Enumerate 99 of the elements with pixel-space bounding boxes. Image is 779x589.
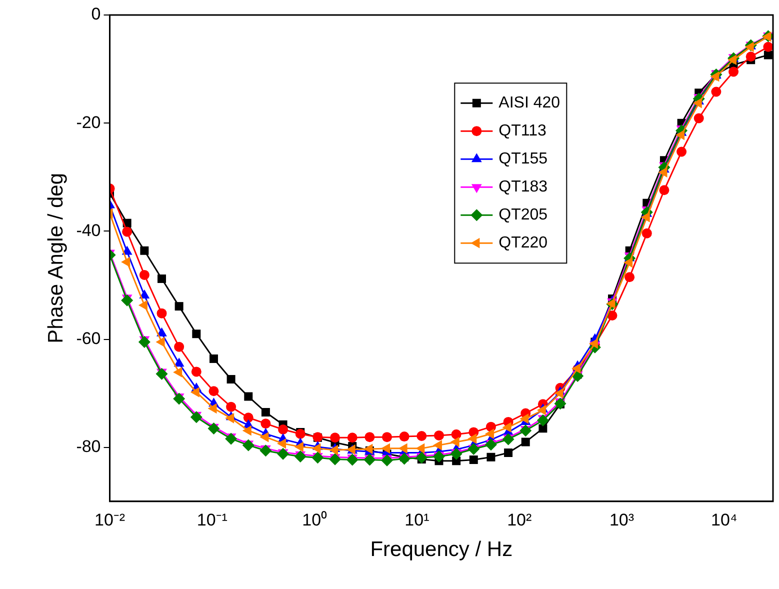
point (156, 308, 167, 318)
point (554, 388, 564, 399)
y-tick-label: -40 (76, 220, 101, 240)
point (398, 443, 408, 454)
point (121, 256, 130, 268)
point (191, 366, 202, 377)
point (156, 327, 167, 336)
point (122, 226, 132, 237)
point (330, 432, 340, 443)
point (192, 330, 201, 338)
point (416, 443, 425, 454)
point (763, 42, 773, 52)
y-tick-label: -80 (76, 437, 101, 456)
x-tick-label: 10⁴ (711, 510, 738, 530)
point (209, 354, 218, 363)
point (121, 294, 134, 306)
legend-label: QT155 (498, 150, 548, 168)
legend-label: AISI 420 (498, 94, 560, 112)
point (295, 428, 306, 439)
point (486, 452, 496, 462)
point (242, 425, 252, 436)
point (156, 336, 165, 348)
point (312, 443, 321, 454)
x-tick-label: 10² (507, 510, 532, 530)
point (538, 424, 548, 433)
point (659, 185, 670, 196)
point (694, 113, 704, 124)
point (382, 432, 392, 442)
point (434, 430, 444, 440)
point (746, 52, 756, 62)
point (226, 375, 236, 384)
point (243, 412, 254, 423)
point (260, 444, 272, 457)
point (329, 444, 338, 456)
y-tick-label: -60 (76, 328, 101, 348)
point (451, 429, 462, 440)
point (504, 448, 513, 458)
point (624, 257, 633, 268)
point (364, 432, 375, 442)
point (710, 71, 720, 82)
point (260, 432, 269, 442)
x-axis-title: Frequency / Hz (370, 538, 513, 562)
point (138, 300, 148, 310)
point (484, 428, 494, 440)
point (416, 431, 427, 442)
legend-label: QT220 (498, 234, 548, 252)
x-tick-label: 10⁰ (302, 510, 328, 530)
point (174, 302, 184, 311)
point (278, 424, 288, 435)
point (190, 387, 200, 398)
point (450, 436, 460, 448)
point (692, 98, 702, 108)
point (174, 358, 184, 367)
y-axis-title: Phase Angle / deg (44, 172, 68, 344)
point (432, 440, 442, 450)
point (190, 411, 202, 424)
x-tick-label: 10³ (609, 510, 634, 530)
point (640, 212, 650, 222)
point (226, 402, 236, 412)
point (764, 50, 772, 60)
point (502, 422, 512, 433)
legend-label: QT183 (498, 178, 548, 196)
point (469, 456, 478, 464)
point (140, 246, 149, 255)
point (676, 146, 687, 157)
point (744, 42, 754, 52)
point (174, 342, 184, 352)
point (208, 386, 219, 396)
point (225, 412, 234, 424)
point (244, 392, 253, 401)
point (138, 336, 150, 348)
y-tick-label: 0 (91, 4, 101, 24)
x-tick-label: 10⁻¹ (196, 510, 228, 530)
point (294, 442, 304, 452)
point (139, 270, 150, 280)
point (624, 272, 635, 282)
point (399, 432, 410, 442)
point (380, 443, 390, 454)
point (347, 432, 358, 443)
point (711, 86, 722, 97)
point (642, 228, 652, 238)
point (173, 367, 182, 378)
x-tick-label: 10¹ (404, 510, 430, 530)
point (260, 418, 271, 429)
point (521, 438, 530, 446)
point (676, 130, 685, 140)
point (294, 450, 306, 463)
point (346, 444, 356, 455)
legend-label: QT113 (498, 122, 546, 140)
point (277, 438, 286, 449)
point (468, 434, 477, 444)
y-tick-label: -20 (76, 112, 101, 132)
point (261, 408, 270, 416)
point (536, 404, 546, 416)
x-tick-label: 10⁻² (94, 510, 126, 530)
point (208, 403, 217, 414)
point (728, 66, 739, 77)
legend-label: QT205 (498, 206, 548, 224)
point (158, 274, 166, 283)
